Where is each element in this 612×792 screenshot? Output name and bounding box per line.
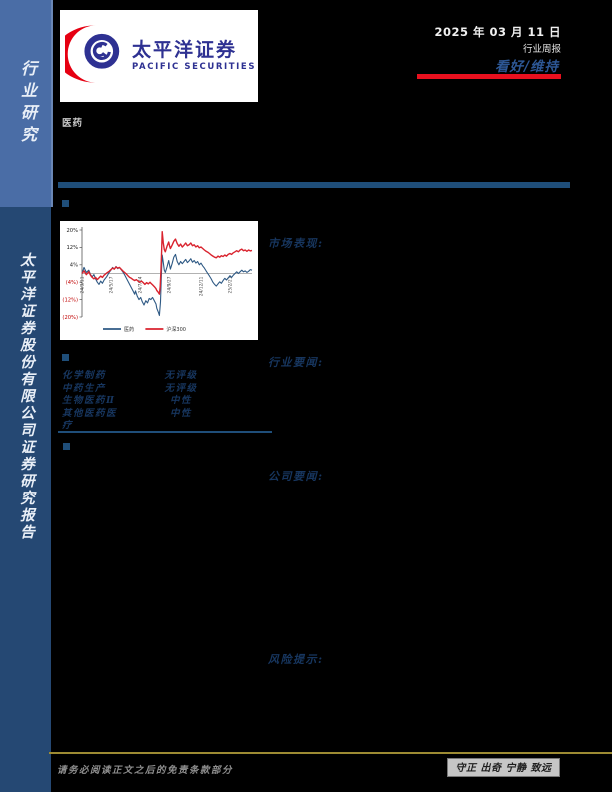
svg-text:(4%): (4%) xyxy=(66,280,78,286)
rating-value: 中性 xyxy=(169,407,192,419)
sidebar-bottom xyxy=(0,207,51,792)
table-row: 其他医药医疗 中性 xyxy=(62,408,272,433)
svg-text:24/9/27: 24/9/27 xyxy=(166,276,172,293)
svg-text:24/7/24: 24/7/24 xyxy=(137,276,143,293)
rating-underline xyxy=(417,74,561,79)
industry-rating: 看好/维持 xyxy=(495,59,559,75)
performance-chart: 20% 12% 4% (4%) (12%) (20%) 24/3/11 24/5/17 24/7… xyxy=(62,227,253,333)
logo-text: 太平洋证券 PACIFIC SECURITIES xyxy=(132,38,257,72)
section-bullet xyxy=(62,200,69,207)
rating-sector: 其他医药医疗 xyxy=(62,407,118,432)
title-divider-bar xyxy=(58,182,570,188)
section-label-industry-news: 行业要闻: xyxy=(268,356,324,369)
performance-chart-card: 20% 12% 4% (4%) (12%) (20%) 24/3/11 24/5/17 24/7… xyxy=(60,221,258,340)
svg-text:24/12/11: 24/12/11 xyxy=(199,276,205,296)
report-date: 2025 年 03 月 11 日 xyxy=(434,25,561,39)
svg-text:20%: 20% xyxy=(66,228,78,234)
sidebar-label-industry-research: 行业研究 xyxy=(18,60,37,148)
rating-value: 中性 xyxy=(169,395,192,407)
logo-name-cn: 太平洋证券 xyxy=(132,38,238,61)
section-label-company-news: 公司要闻: xyxy=(268,470,324,483)
svg-text:4%: 4% xyxy=(70,263,78,269)
section-label-market: 市场表现: xyxy=(268,237,324,250)
svg-text:25/2/21: 25/2/21 xyxy=(228,276,234,293)
rating-sector: 中药生产 xyxy=(62,382,107,394)
table-row: 中药生产 无评级 xyxy=(62,383,272,396)
report-type: 行业周报 xyxy=(522,44,561,55)
sidebar-top xyxy=(0,0,53,207)
svg-text:12%: 12% xyxy=(66,245,78,251)
sidebar-label-company: 太平洋证券股份有限公司证券研究报告 xyxy=(18,252,35,541)
svg-text:(12%): (12%) xyxy=(62,297,78,303)
table-underline xyxy=(58,431,272,433)
table-row: 生物医药Ⅱ 中性 xyxy=(62,395,272,408)
section-bullet xyxy=(63,443,70,450)
sub-industry-ratings-table: 化学制药 无评级 中药生产 无评级 生物医药Ⅱ 中性 其他医药医疗 中性 xyxy=(62,370,272,433)
rating-sector: 化学制药 xyxy=(62,370,107,381)
rating-sector: 生物医药Ⅱ xyxy=(62,395,116,407)
svg-text:24/5/17: 24/5/17 xyxy=(109,276,115,293)
svg-text:医药: 医药 xyxy=(124,326,134,333)
section-bullet xyxy=(62,354,69,361)
pacific-securities-logo-icon xyxy=(55,24,125,88)
svg-text:沪深300: 沪深300 xyxy=(166,326,186,333)
logo-name-en: PACIFIC SECURITIES xyxy=(132,61,257,72)
table-row: 化学制药 无评级 xyxy=(62,370,272,383)
svg-text:24/3/11: 24/3/11 xyxy=(80,276,86,293)
logo-box: 太平洋证券 PACIFIC SECURITIES xyxy=(55,10,258,102)
section-label-risk: 风险提示: xyxy=(268,653,324,666)
svg-text:(20%): (20%) xyxy=(62,315,78,321)
rating-value: 无评级 xyxy=(164,370,198,381)
industry-name: 医药 xyxy=(62,118,84,129)
rating-value: 无评级 xyxy=(164,382,198,394)
footer-disclaimer: 请务必阅读正文之后的免责条款部分 xyxy=(57,765,234,776)
footer-motto-box: 守正 出奇 宁静 致远 xyxy=(447,758,560,777)
footer-divider-line xyxy=(49,752,612,754)
